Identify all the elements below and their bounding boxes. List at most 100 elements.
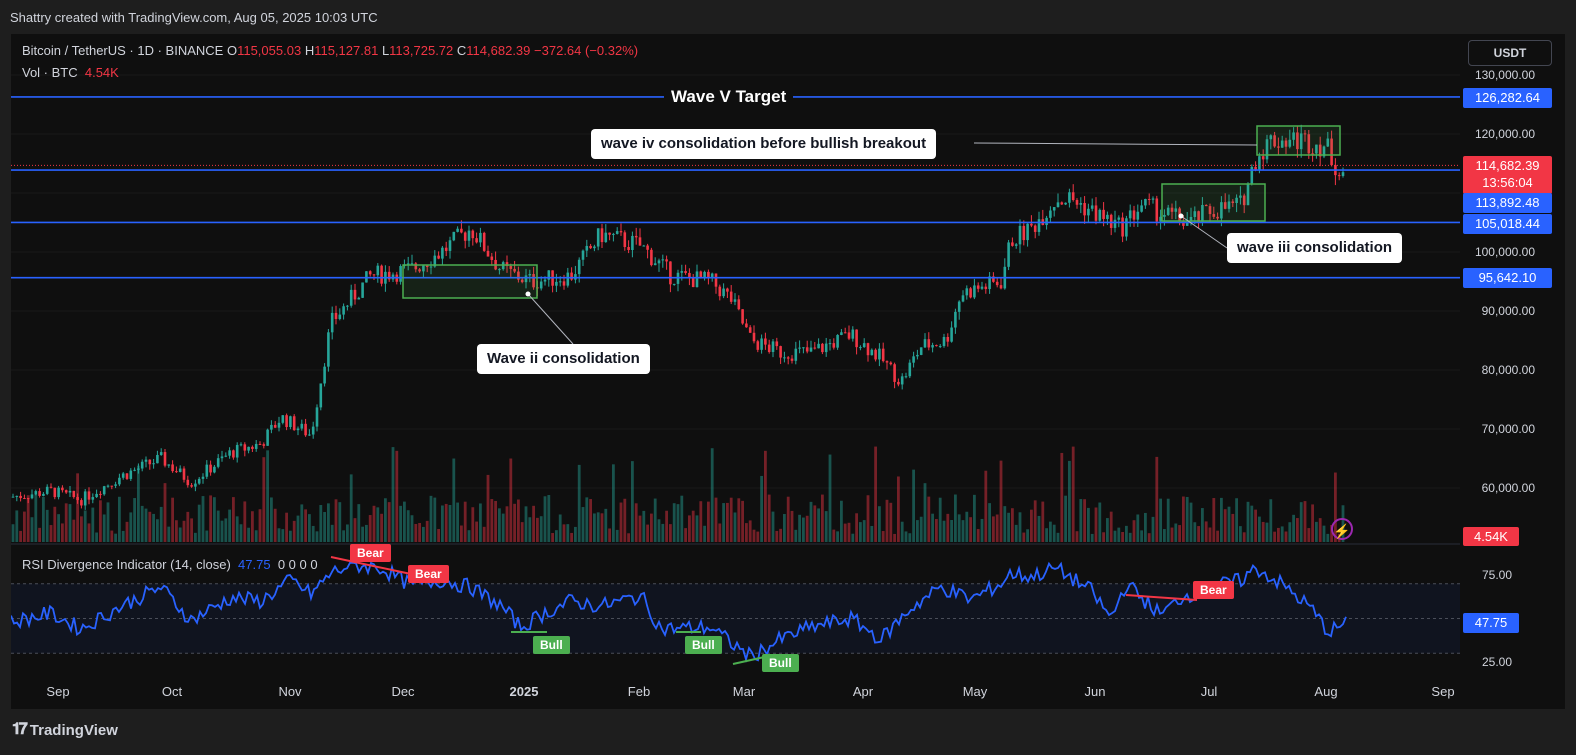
volume-bar xyxy=(1182,496,1185,542)
candle-body xyxy=(813,347,817,349)
candle-body xyxy=(334,312,338,319)
rsi-bear-signal: Bear xyxy=(408,565,449,583)
candle-body xyxy=(308,434,311,436)
candle-body xyxy=(1204,205,1208,207)
volume-bar xyxy=(1303,501,1307,542)
volume-bar xyxy=(1254,509,1257,542)
candle-body xyxy=(650,249,653,266)
candle-body xyxy=(133,469,136,471)
volume-bar xyxy=(809,501,813,542)
volume-bar xyxy=(182,520,186,542)
symbol-label[interactable]: Bitcoin / TetherUS · 1D · BINANCE xyxy=(22,43,224,58)
candle-body xyxy=(631,235,634,251)
volume-bar xyxy=(1265,522,1269,542)
volume-bar xyxy=(726,502,729,542)
candle-body xyxy=(1121,217,1124,237)
volume-bar xyxy=(129,512,133,542)
candle-body xyxy=(699,271,703,279)
time-axis-label: Jul xyxy=(1201,684,1218,699)
candle-body xyxy=(178,468,182,472)
candle-body xyxy=(444,247,448,251)
ohlc-legend: Bitcoin / TetherUS · 1D · BINANCE O115,0… xyxy=(22,43,638,58)
candle-body xyxy=(167,464,171,466)
volume-bar xyxy=(524,506,528,542)
volume-bar xyxy=(1242,532,1246,542)
candle-body xyxy=(1212,214,1216,217)
candle-body xyxy=(779,346,782,358)
candle-body xyxy=(824,343,828,353)
level-126k-tag: 126,282.64 xyxy=(1463,88,1552,108)
candle-body xyxy=(593,246,596,249)
candle-body xyxy=(1113,219,1117,228)
volume-bar xyxy=(1121,531,1124,542)
volume-bar xyxy=(767,494,771,542)
candle-body xyxy=(159,452,163,455)
candle-body xyxy=(1197,211,1200,223)
volume-bar xyxy=(954,494,957,542)
lightning-icon[interactable]: ⚡ xyxy=(1331,518,1353,540)
candle-body xyxy=(957,301,961,312)
wave-iv-box xyxy=(1256,125,1341,156)
candle-body xyxy=(532,274,535,288)
volume-bar xyxy=(1318,518,1322,542)
volume-bar xyxy=(247,527,250,542)
rsi-extras: 0 0 0 0 xyxy=(277,557,318,572)
candle-body xyxy=(1140,205,1143,212)
candle-body xyxy=(881,348,885,362)
candle-body xyxy=(775,341,779,347)
candle-body xyxy=(1007,242,1010,267)
volume-bar xyxy=(1090,533,1094,542)
candle-body xyxy=(262,444,266,446)
volume-bar xyxy=(486,474,490,542)
candle-body xyxy=(490,256,494,260)
candle-body xyxy=(1315,144,1318,154)
candle-body xyxy=(1227,201,1231,209)
candle-body xyxy=(304,423,307,436)
volume-bar xyxy=(327,503,330,542)
volume-bar xyxy=(441,505,444,542)
candle-body xyxy=(604,232,608,243)
candle-body xyxy=(1311,153,1314,155)
rsi-legend: RSI Divergence Indicator (14, close) 47.… xyxy=(22,557,318,572)
credit-text: Shattry created with TradingView.com, Au… xyxy=(10,10,378,25)
volume-bar xyxy=(1334,472,1337,542)
candle-body xyxy=(783,357,786,359)
volume-bar xyxy=(574,526,577,542)
volume-bar xyxy=(536,517,539,542)
volume-bar xyxy=(805,515,809,542)
volume-bar xyxy=(289,530,292,542)
candle-body xyxy=(1094,205,1098,221)
volume-bar xyxy=(270,497,273,542)
price-axis[interactable]: 130,000.00120,000.00110,000.00100,000.00… xyxy=(1460,34,1565,709)
candle-body xyxy=(11,496,15,498)
candle-body xyxy=(38,491,41,496)
volume-bar xyxy=(1193,522,1197,542)
volume-bar xyxy=(159,506,163,542)
candle-body xyxy=(657,260,661,264)
volume-bar xyxy=(1056,532,1060,542)
rsi-value: 47.75 xyxy=(238,557,271,572)
volume-bar xyxy=(171,497,174,542)
chart-canvas[interactable]: Sep Oct Nov Dec 2025 Feb Mar Apr May Jun Jul Aug Sep xyxy=(11,34,1460,709)
volume-bar xyxy=(505,506,509,542)
candle-body xyxy=(528,274,532,276)
currency-button[interactable]: USDT xyxy=(1468,40,1552,66)
wave-iii-leader xyxy=(1180,215,1228,249)
candle-body xyxy=(1037,219,1041,232)
volume-bar xyxy=(722,503,725,542)
volume-bar xyxy=(912,469,915,542)
candle-body xyxy=(1155,198,1159,222)
volume-bar xyxy=(319,505,323,542)
candle-body xyxy=(34,491,38,495)
tradingview-logo[interactable]: 𝟏𝟕 TradingView xyxy=(12,721,118,739)
candle-body xyxy=(870,349,874,356)
rsi-title[interactable]: RSI Divergence Indicator (14, close) xyxy=(22,557,231,572)
candle-body xyxy=(710,273,714,278)
rsi-bull-signal: Bull xyxy=(762,654,799,672)
candle-body xyxy=(509,266,513,269)
candle-body xyxy=(361,282,364,298)
volume-bar xyxy=(1197,526,1200,542)
volume-bar xyxy=(1261,521,1265,542)
volume-bar xyxy=(83,510,87,542)
candle-body xyxy=(418,269,421,272)
